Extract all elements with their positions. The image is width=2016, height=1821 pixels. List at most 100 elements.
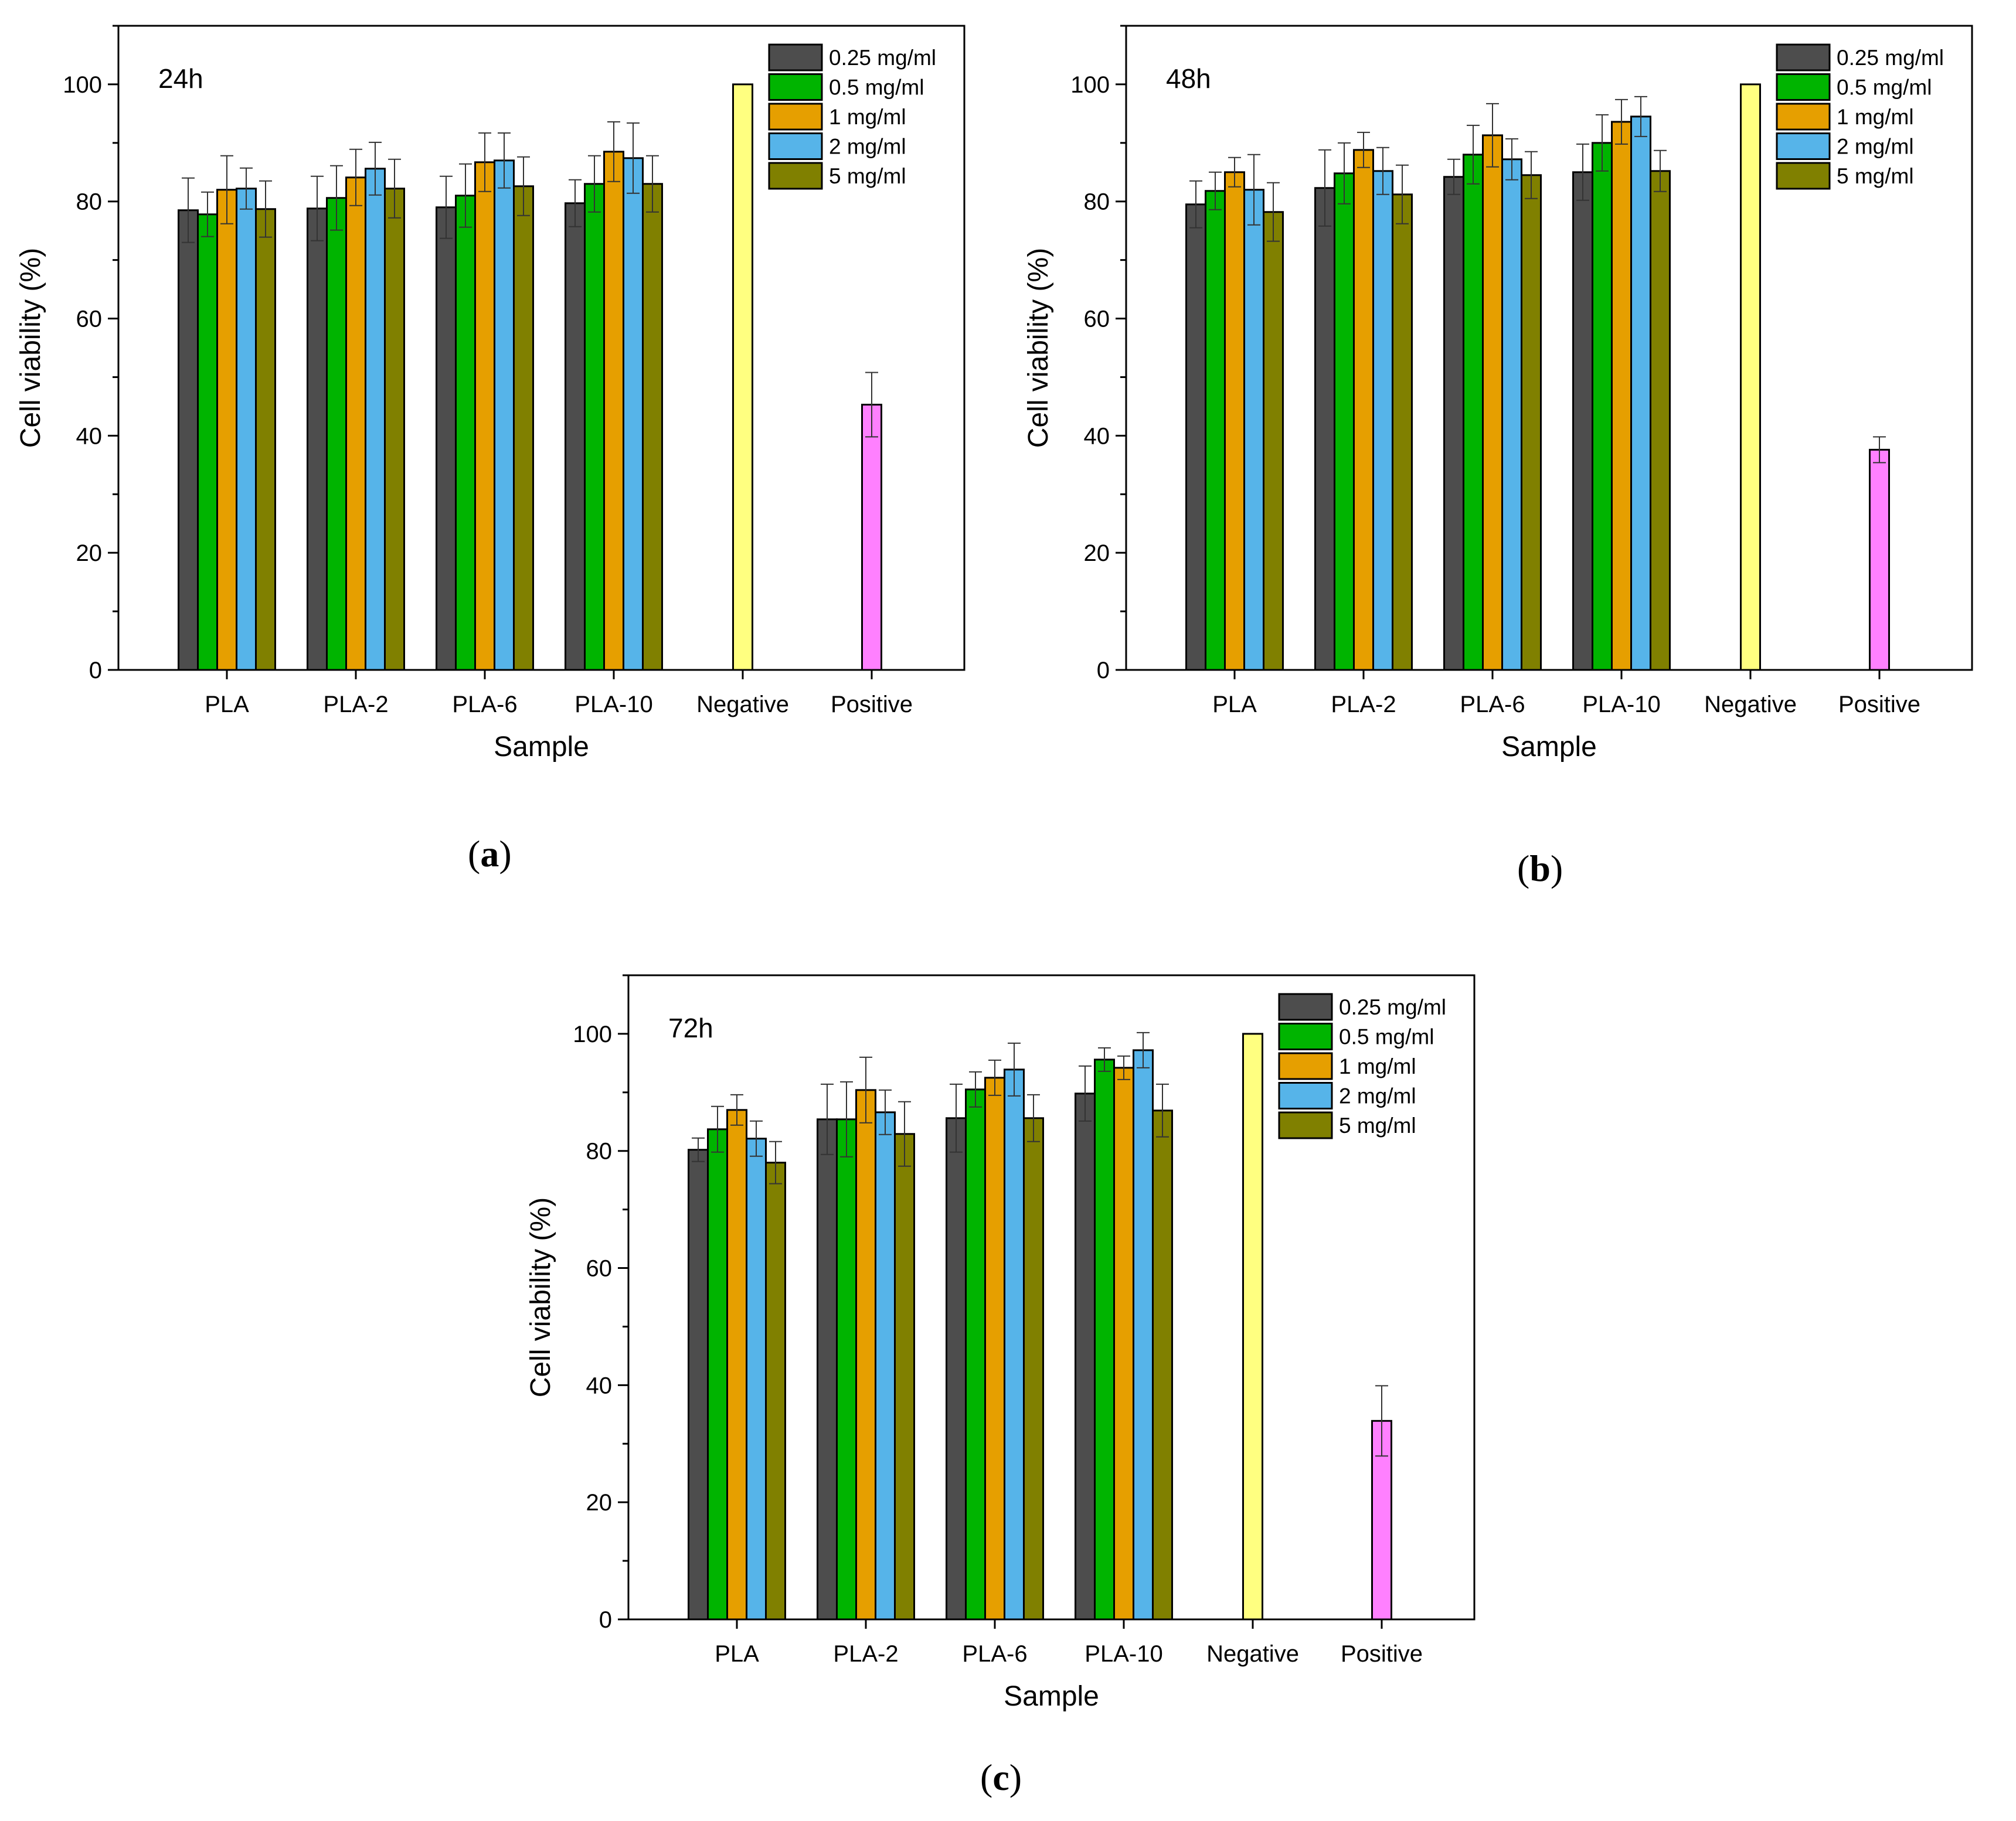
bar-pla-2-0-5-mg-ml	[326, 197, 347, 671]
y-tick-label: 100	[1070, 72, 1110, 98]
bar-pla-1-mg-ml	[726, 1109, 747, 1621]
x-tick-label-pla-2: PLA-2	[1331, 692, 1396, 717]
y-tick-label: 60	[586, 1256, 613, 1282]
chart-panel-72h: 0 20 40 60 80 100 PLA PLA-2 PLA-6 PLA-10 Negative P…	[525, 974, 1476, 1712]
bar-pla-6-0-25-mg-ml	[436, 206, 457, 671]
legend-swatch-0-5-mg-ml	[768, 73, 823, 101]
legend-label-5-mg-ml: 5 mg/ml	[1837, 164, 1914, 188]
legend-swatch-0-25-mg-ml	[768, 43, 823, 72]
bar-pla-10-5-mg-ml	[642, 183, 663, 671]
y-tick-label: 60	[1084, 307, 1110, 332]
bar-pla-6-1-mg-ml	[474, 161, 495, 671]
bar-pla-10-2-mg-ml	[1630, 115, 1651, 671]
chart-title: 48h	[1166, 63, 1211, 94]
plot-frame	[627, 974, 1476, 1621]
bar-pla-10-2-mg-ml	[1133, 1049, 1154, 1621]
x-tick-label-negative: Negative	[696, 692, 789, 717]
bar-pla-10-0-5-mg-ml	[1592, 142, 1613, 671]
bar-pla-6-0-25-mg-ml	[946, 1117, 967, 1621]
y-tick-label: 20	[76, 540, 103, 566]
bar-pla-6-2-mg-ml	[494, 159, 515, 671]
y-tick-label: 0	[89, 658, 102, 683]
bar-pla-0-5-mg-ml	[197, 213, 218, 671]
bar-pla-10-1-mg-ml	[603, 151, 624, 671]
y-tick-label: 40	[76, 423, 103, 449]
x-tick-label-pla-6: PLA-6	[962, 1641, 1027, 1667]
bar-pla-1-mg-ml	[216, 189, 237, 671]
bar-positive	[861, 403, 882, 671]
bar-pla-6-5-mg-ml	[513, 185, 534, 671]
legend-label-1-mg-ml: 1 mg/ml	[829, 105, 906, 129]
chart-panel-24h: 0 20 40 60 80 100 PLA PLA-2 PLA-6 PLA-10 Negative P…	[15, 25, 965, 763]
x-axis-title: Sample	[1004, 1681, 1099, 1712]
y-axis-title: Cell viability (%)	[1023, 248, 1054, 448]
bar-pla-0-25-mg-ml	[178, 209, 199, 671]
x-tick-label-pla: PLA	[715, 1641, 759, 1667]
bar-pla-10-0-25-mg-ml	[565, 202, 586, 671]
legend-swatch-0-5-mg-ml	[1776, 73, 1831, 101]
chart-title: 72h	[668, 1013, 713, 1043]
bar-pla-6-5-mg-ml	[1023, 1117, 1044, 1621]
bar-pla-5-mg-ml	[1263, 211, 1284, 671]
bar-pla-2-1-mg-ml	[855, 1089, 876, 1621]
bar-pla-0-5-mg-ml	[1205, 190, 1226, 671]
chart-title: 24h	[158, 63, 203, 94]
bar-pla-10-0-5-mg-ml	[584, 183, 605, 671]
legend-label-0-25-mg-ml: 0.25 mg/ml	[1339, 995, 1446, 1019]
legend-swatch-2-mg-ml	[1776, 132, 1831, 160]
legend-label-0-25-mg-ml: 0.25 mg/ml	[1837, 46, 1944, 70]
panel-caption-a: (a)	[468, 833, 512, 874]
y-tick-label: 80	[1084, 189, 1110, 215]
legend-swatch-5-mg-ml	[1278, 1111, 1333, 1139]
x-tick-label-pla-2: PLA-2	[833, 1641, 898, 1667]
y-axis-title: Cell viability (%)	[15, 248, 46, 448]
bar-pla-6-1-mg-ml	[984, 1077, 1005, 1621]
y-tick-label: 40	[586, 1373, 613, 1398]
bar-pla-2-0-25-mg-ml	[307, 207, 328, 671]
bar-pla-2-mg-ml	[746, 1138, 767, 1621]
legend-swatch-2-mg-ml	[1278, 1082, 1333, 1109]
legend-swatch-5-mg-ml	[768, 162, 823, 190]
bar-pla-2-2-mg-ml	[875, 1111, 896, 1621]
legend-label-2-mg-ml: 2 mg/ml	[829, 135, 906, 159]
chart-panel-48h: 0 20 40 60 80 100 PLA PLA-2 PLA-6 PLA-10 Negative P…	[1023, 25, 1973, 763]
legend-swatch-5-mg-ml	[1776, 162, 1831, 190]
legend-label-1-mg-ml: 1 mg/ml	[1837, 105, 1914, 129]
bar-pla-2-5-mg-ml	[384, 188, 405, 671]
bar-pla-2-1-mg-ml	[345, 176, 366, 671]
legend-label-5-mg-ml: 5 mg/ml	[1339, 1114, 1416, 1138]
y-axis-title: Cell viability (%)	[525, 1197, 556, 1397]
legend-swatch-2-mg-ml	[768, 132, 823, 160]
y-tick-label: 20	[586, 1490, 613, 1516]
y-tick-label: 100	[63, 72, 102, 98]
bar-pla-2-0-5-mg-ml	[836, 1118, 857, 1621]
bar-pla-10-1-mg-ml	[1113, 1067, 1134, 1621]
bar-pla-6-2-mg-ml	[1004, 1068, 1025, 1621]
x-tick-label-positive: Positive	[1838, 692, 1920, 717]
x-tick-label-pla-2: PLA-2	[323, 692, 388, 717]
bar-pla-0-25-mg-ml	[688, 1149, 709, 1621]
legend-label-2-mg-ml: 2 mg/ml	[1339, 1084, 1416, 1108]
bar-pla-0-5-mg-ml	[707, 1128, 728, 1621]
bar-positive	[1869, 448, 1890, 671]
bar-pla-2-mg-ml	[1243, 189, 1264, 671]
bar-pla-6-0-5-mg-ml	[1463, 154, 1484, 671]
bar-pla-2-0-25-mg-ml	[817, 1118, 838, 1621]
legend-label-2-mg-ml: 2 mg/ml	[1837, 135, 1914, 159]
x-tick-label-negative: Negative	[1206, 1641, 1299, 1667]
bar-pla-6-2-mg-ml	[1501, 158, 1522, 671]
legend-swatch-1-mg-ml	[768, 103, 823, 131]
legend-swatch-0-25-mg-ml	[1278, 993, 1333, 1021]
bar-negative	[732, 83, 753, 671]
y-tick-label: 40	[1084, 423, 1110, 449]
bar-pla-10-1-mg-ml	[1611, 121, 1632, 671]
x-tick-label-pla-10: PLA-10	[1085, 1641, 1162, 1667]
bar-pla-10-0-25-mg-ml	[1572, 171, 1593, 671]
panel-caption-c: (c)	[980, 1757, 1022, 1798]
legend-label-5-mg-ml: 5 mg/ml	[829, 164, 906, 188]
x-tick-label-positive: Positive	[831, 692, 913, 717]
legend-swatch-1-mg-ml	[1776, 103, 1831, 131]
x-tick-label-positive: Positive	[1341, 1641, 1423, 1667]
x-tick-label-pla-10: PLA-10	[574, 692, 652, 717]
bar-pla-2-0-25-mg-ml	[1314, 187, 1335, 671]
